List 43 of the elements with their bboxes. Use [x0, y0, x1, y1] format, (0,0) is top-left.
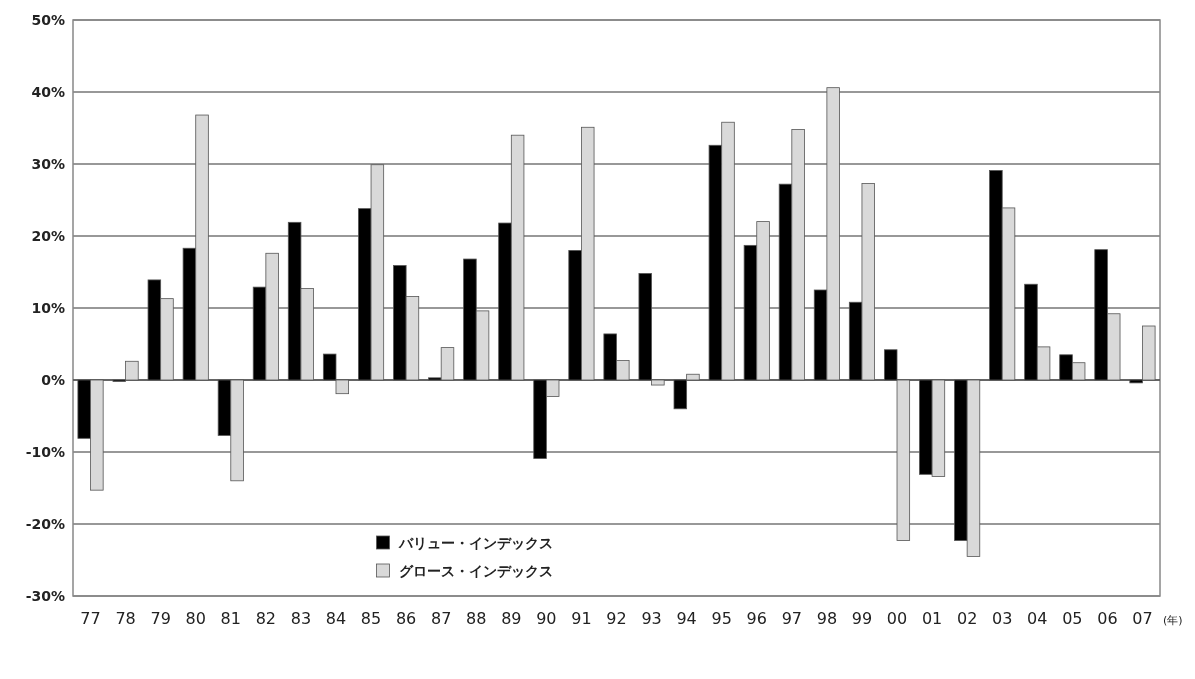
x-tick-label: 06 — [1097, 609, 1118, 628]
y-tick-label: 0% — [41, 372, 65, 388]
x-tick-label: 83 — [290, 609, 312, 628]
y-tick-label: -20% — [25, 516, 65, 532]
legend-label: グロース・インデックス — [398, 563, 553, 579]
x-tick-label: 95 — [711, 609, 732, 628]
x-tick-label: 93 — [641, 609, 662, 628]
x-tick-label: 79 — [150, 609, 171, 628]
x-tick-label: 01 — [921, 609, 943, 628]
x-tick-label: 87 — [431, 609, 452, 628]
y-tick-label: 40% — [31, 84, 65, 100]
y-tick-label: -30% — [25, 588, 65, 604]
x-tick-label: 00 — [886, 609, 908, 628]
y-tick-label: 30% — [31, 156, 65, 172]
y-tick-label: 50% — [31, 12, 65, 28]
x-tick-label: 85 — [360, 609, 382, 628]
x-tick-label: 89 — [501, 609, 522, 628]
x-tick-label: 05 — [1062, 609, 1083, 628]
x-tick-label: 92 — [606, 609, 627, 628]
text: (年) — [1163, 614, 1183, 627]
x-tick-label: 07 — [1132, 609, 1153, 628]
x-tick-label: 78 — [115, 609, 136, 628]
x-tick-label: 97 — [781, 609, 802, 628]
x-tick-label: 81 — [220, 609, 241, 628]
x-tick-label: 94 — [676, 609, 697, 628]
x-tick-label: 03 — [992, 609, 1013, 628]
x-tick-label: 02 — [956, 609, 978, 628]
x-tick-label: 99 — [851, 609, 873, 628]
x-tick-label: 82 — [255, 609, 277, 628]
x-tick-label: 98 — [816, 609, 838, 628]
x-tick-label: 96 — [746, 609, 767, 628]
x-tick-label: 91 — [571, 609, 592, 628]
y-tick-label: 20% — [31, 228, 65, 244]
x-tick-label: 90 — [536, 609, 557, 628]
x-tick-label: 84 — [325, 609, 347, 628]
y-tick-label: 10% — [31, 300, 65, 316]
x-tick-label: 04 — [1027, 609, 1048, 628]
x-tick-label: 77 — [80, 609, 101, 628]
x-tick-label: 88 — [466, 609, 487, 628]
x-tick-label: 86 — [395, 609, 417, 628]
x-tick-label: 80 — [185, 609, 206, 628]
y-tick-label: -10% — [25, 444, 65, 460]
legend-label: バリュー・インデックス — [397, 535, 553, 551]
